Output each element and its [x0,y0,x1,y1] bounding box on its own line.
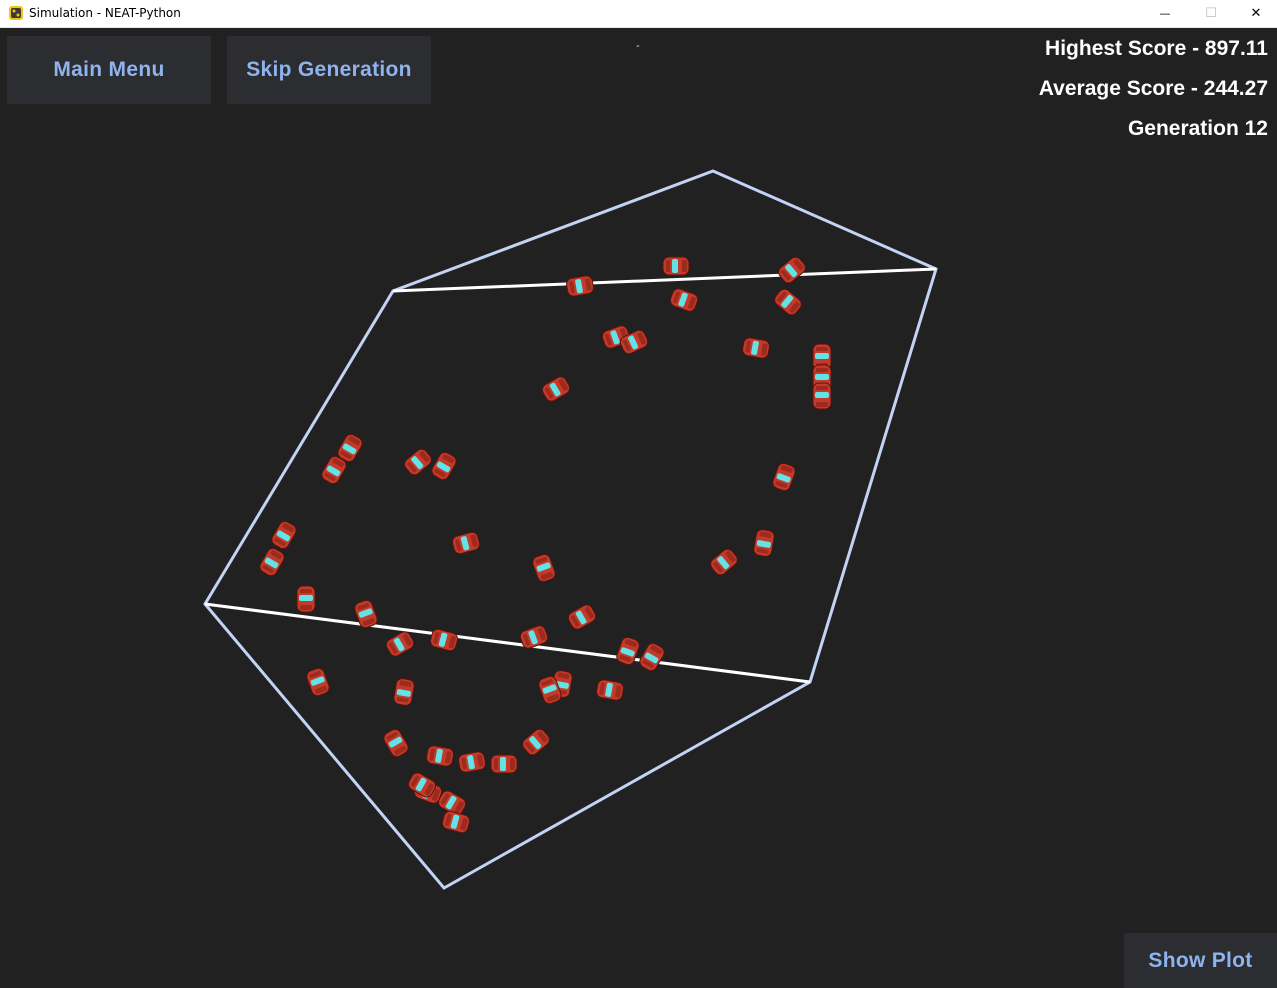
car-sprite [595,678,625,702]
car-sprite [565,274,595,298]
car-sprite [401,446,435,478]
window-titlebar: Simulation - NEAT-Python — ☐ ✕ [0,0,1277,28]
car-sprite [383,629,417,659]
car-sprite [490,754,518,774]
car-sprite [565,602,599,632]
car-sprite [662,256,690,276]
car-sprite [771,286,805,318]
car-sprite [530,552,558,584]
car-sprite [775,254,809,286]
car-sprite [614,635,642,667]
main-menu-button[interactable]: Main Menu [7,36,211,104]
car-sprite [257,545,287,579]
car-sprite [812,382,832,410]
average-score: Average Score - 244.27 [1038,77,1268,100]
status-dash: - [636,40,640,52]
car-sprite [428,627,460,653]
track-divider-top [392,267,937,293]
maximize-button[interactable]: ☐ [1188,0,1234,27]
car-sprite [539,374,573,404]
car-sprite [429,449,459,483]
car-sprite [770,461,798,493]
car-sprite [519,726,553,758]
car-sprite [668,286,700,314]
car-sprite [457,750,487,774]
window-title: Simulation - NEAT-Python [29,6,181,20]
maximize-icon: ☐ [1205,6,1217,21]
highest-score: Highest Score - 897.11 [1045,37,1268,60]
python-icon [9,6,23,20]
car-sprite [707,546,741,578]
car-sprite [440,809,472,835]
car-sprite [296,585,316,613]
car-sprite [741,336,771,360]
car-sprite [304,666,332,698]
generation-counter: Generation 12 [1127,117,1268,140]
minimize-button[interactable]: — [1142,0,1188,27]
show-plot-button[interactable]: Show Plot [1124,933,1277,988]
car-sprite [381,726,411,760]
car-sprite [752,528,776,558]
close-icon: ✕ [1250,6,1262,21]
car-sprite [392,677,416,707]
car-sprite [425,744,455,768]
car-sprite [637,640,667,674]
track-canvas [203,169,938,890]
skip-generation-button[interactable]: Skip Generation [227,36,431,104]
car-sprite [518,623,550,651]
cars-layer [257,254,832,835]
minimize-icon: — [1159,7,1171,20]
car-sprite [450,530,482,556]
close-button[interactable]: ✕ [1233,0,1277,27]
track-divider-bottom [204,602,811,684]
car-sprite [269,518,299,552]
